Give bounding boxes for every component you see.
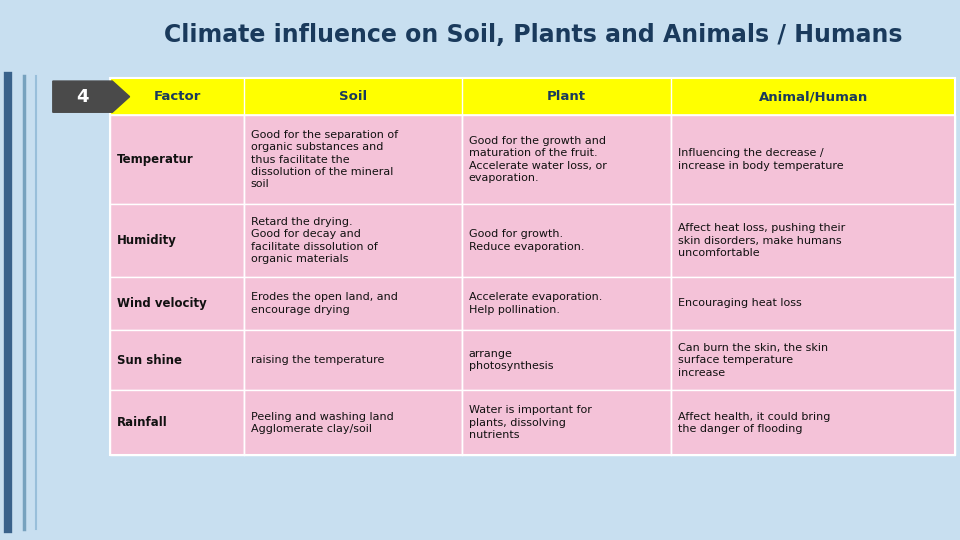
Text: Good for growth.
Reduce evaporation.: Good for growth. Reduce evaporation. — [468, 230, 584, 252]
Text: Encouraging heat loss: Encouraging heat loss — [678, 299, 802, 308]
Text: Plant: Plant — [547, 90, 587, 103]
FancyBboxPatch shape — [671, 330, 955, 390]
Text: Affect health, it could bring
the danger of flooding: Affect health, it could bring the danger… — [678, 411, 830, 434]
Text: Water is important for
plants, dissolving
nutrients: Water is important for plants, dissolvin… — [468, 406, 591, 440]
FancyBboxPatch shape — [110, 390, 244, 455]
FancyBboxPatch shape — [110, 204, 244, 277]
FancyBboxPatch shape — [462, 390, 671, 455]
Text: Influencing the decrease /
increase in body temperature: Influencing the decrease / increase in b… — [678, 148, 844, 171]
Text: raising the temperature: raising the temperature — [251, 355, 384, 365]
Text: Sun shine: Sun shine — [117, 354, 182, 367]
Text: Humidity: Humidity — [117, 234, 177, 247]
FancyBboxPatch shape — [462, 330, 671, 390]
FancyBboxPatch shape — [671, 277, 955, 330]
Text: Good for the separation of
organic substances and
thus facilitate the
dissolutio: Good for the separation of organic subst… — [251, 130, 397, 190]
FancyBboxPatch shape — [462, 277, 671, 330]
Text: Affect heat loss, pushing their
skin disorders, make humans
uncomfortable: Affect heat loss, pushing their skin dis… — [678, 223, 846, 258]
FancyBboxPatch shape — [244, 204, 462, 277]
FancyBboxPatch shape — [110, 330, 244, 390]
FancyBboxPatch shape — [671, 204, 955, 277]
FancyBboxPatch shape — [110, 115, 244, 204]
FancyBboxPatch shape — [244, 115, 462, 204]
FancyBboxPatch shape — [671, 390, 955, 455]
Text: Retard the drying.
Good for decay and
facilitate dissolution of
organic material: Retard the drying. Good for decay and fa… — [251, 217, 377, 264]
Text: Wind velocity: Wind velocity — [117, 297, 206, 310]
Text: Good for the growth and
maturation of the fruit.
Accelerate water loss, or
evapo: Good for the growth and maturation of th… — [468, 136, 607, 183]
Text: Soil: Soil — [339, 90, 367, 103]
Text: Erodes the open land, and
encourage drying: Erodes the open land, and encourage dryi… — [251, 292, 397, 315]
FancyBboxPatch shape — [462, 204, 671, 277]
Text: 4: 4 — [76, 87, 89, 106]
Text: Climate influence on Soil, Plants and Animals / Humans: Climate influence on Soil, Plants and An… — [163, 23, 902, 47]
Text: arrange
photosynthesis: arrange photosynthesis — [468, 349, 553, 372]
FancyBboxPatch shape — [462, 115, 671, 204]
FancyBboxPatch shape — [244, 330, 462, 390]
Text: Peeling and washing land
Agglomerate clay/soil: Peeling and washing land Agglomerate cla… — [251, 411, 394, 434]
Text: Animal/Human: Animal/Human — [758, 90, 868, 103]
FancyBboxPatch shape — [244, 390, 462, 455]
Text: Temperatur: Temperatur — [117, 153, 194, 166]
Text: Can burn the skin, the skin
surface temperature
increase: Can burn the skin, the skin surface temp… — [678, 343, 828, 377]
Text: Accelerate evaporation.
Help pollination.: Accelerate evaporation. Help pollination… — [468, 292, 602, 315]
FancyBboxPatch shape — [244, 277, 462, 330]
Text: Rainfall: Rainfall — [117, 416, 168, 429]
FancyBboxPatch shape — [671, 115, 955, 204]
Text: Factor: Factor — [154, 90, 201, 103]
FancyBboxPatch shape — [110, 78, 955, 115]
FancyBboxPatch shape — [110, 277, 244, 330]
Polygon shape — [53, 81, 130, 112]
